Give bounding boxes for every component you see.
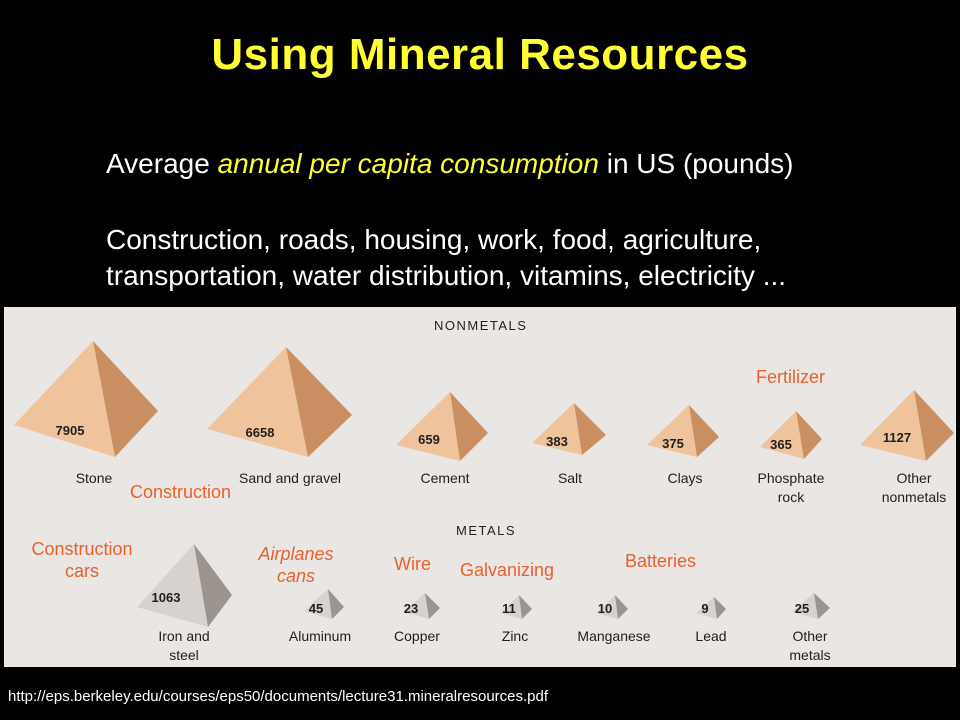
- uses-line-2: transportation, water distribution, vita…: [106, 260, 787, 291]
- pyramid-manganese: [596, 595, 628, 619]
- value-salt: 383: [546, 434, 568, 449]
- consumption-figure: NONMETALS METALS 7905 6658 659 383 375 3…: [4, 307, 956, 667]
- pyramid-other-metals: [792, 593, 830, 619]
- pyramid-phosphate-rock: [760, 411, 822, 459]
- value-other-metals: 25: [794, 601, 810, 616]
- pyramid-other-nonmetals: [860, 390, 954, 461]
- source-url: http://eps.berkeley.edu/courses/eps50/do…: [8, 688, 549, 705]
- metals-header: METALS: [456, 523, 517, 538]
- nonmetals-header: NONMETALS: [434, 318, 528, 333]
- value-lead: 9: [701, 601, 709, 616]
- value-copper: 23: [403, 601, 419, 616]
- label-other-nonmetals: Other nonmetals: [881, 470, 947, 505]
- page-title: Using Mineral Resources: [211, 30, 749, 79]
- label-sand-and-gravel: Sand and gravel: [239, 470, 341, 486]
- pyramid-sand-and-gravel: [207, 347, 352, 457]
- value-sand-and-gravel: 6658: [245, 425, 275, 440]
- value-stone: 7905: [55, 423, 85, 438]
- subtitle-prefix: Average: [106, 148, 218, 179]
- pyramid-zinc: [500, 595, 532, 619]
- value-other-nonmetals: 1127: [882, 430, 912, 445]
- subtitle-line: Average annual per capita consumption in…: [106, 147, 793, 181]
- value-phosphate-rock: 365: [770, 437, 792, 452]
- pyramid-cement: [396, 392, 488, 461]
- annotation-construction: Construction: [130, 482, 232, 502]
- label-lead: Lead: [695, 628, 727, 644]
- label-manganese: Manganese: [577, 628, 651, 644]
- annotation-batteries: Batteries: [625, 551, 697, 571]
- label-phosphate-rock: Phosphate rock: [757, 470, 825, 505]
- label-stone: Stone: [75, 470, 113, 486]
- label-iron-and-steel: Iron and steel: [158, 628, 210, 663]
- annotation-wire: Wire: [394, 554, 431, 574]
- label-copper: Copper: [394, 628, 440, 644]
- value-clays: 375: [662, 436, 684, 451]
- pyramid-aluminum: [304, 589, 344, 619]
- subtitle-suffix: in US (pounds): [598, 148, 794, 179]
- label-clays: Clays: [667, 470, 703, 486]
- annotation-galvanizing: Galvanizing: [460, 560, 555, 580]
- value-aluminum: 45: [308, 601, 324, 616]
- value-iron-and-steel: 1063: [151, 590, 181, 605]
- annotation-fertilizer: Fertilizer: [756, 367, 826, 387]
- pyramid-stone: [14, 341, 158, 457]
- label-aluminum: Aluminum: [288, 628, 352, 644]
- annotation-construction-cars: Construction cars: [31, 539, 133, 581]
- pyramid-copper: [404, 593, 440, 619]
- label-cement: Cement: [420, 470, 470, 486]
- label-salt: Salt: [557, 470, 583, 486]
- value-cement: 659: [418, 432, 440, 447]
- uses-line-1: Construction, roads, housing, work, food…: [106, 224, 762, 255]
- value-zinc: 11: [502, 601, 516, 616]
- pyramid-lead: [696, 597, 726, 619]
- annotation-airplanes-cans: Airplanes cans: [258, 544, 334, 586]
- subtitle-highlight: annual per capita consumption: [217, 148, 599, 179]
- label-zinc: Zinc: [501, 628, 529, 644]
- pyramid-clays: [647, 405, 719, 457]
- label-other-metals: Other metals: [789, 628, 831, 663]
- pyramid-iron-and-steel: [137, 544, 232, 627]
- value-manganese: 10: [597, 601, 613, 616]
- pyramid-salt: [532, 403, 606, 455]
